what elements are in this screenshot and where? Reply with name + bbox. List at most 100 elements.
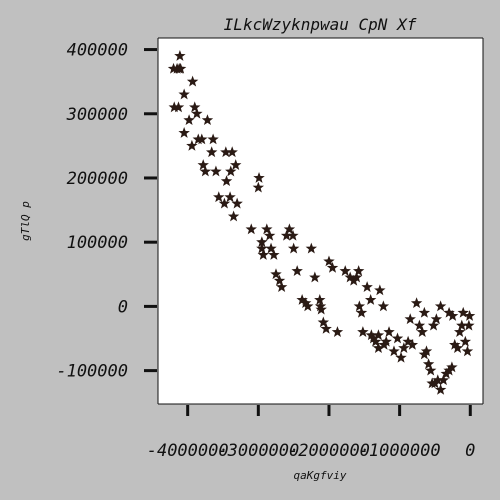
data-point-107 xyxy=(430,313,443,325)
data-point-76 xyxy=(391,332,404,344)
data-point-36 xyxy=(265,242,277,254)
data-point-11 xyxy=(183,114,195,126)
data-point-10 xyxy=(178,127,190,138)
data-point-84 xyxy=(416,326,428,337)
chart-title: ILkcWzyknpwau CpN Xf xyxy=(224,15,417,34)
y-tick-label-1: 300000 xyxy=(66,105,128,125)
data-point-28 xyxy=(224,191,236,203)
data-point-85 xyxy=(418,306,431,318)
data-point-98 xyxy=(451,342,464,353)
data-point-33 xyxy=(257,249,269,260)
data-point-67 xyxy=(367,332,380,344)
data-point-75 xyxy=(388,345,400,357)
y-axis-label: gTlQ p xyxy=(19,201,32,241)
data-point-55 xyxy=(326,261,339,273)
y-tick-label-3: 100000 xyxy=(67,233,128,253)
data-point-47 xyxy=(302,300,314,312)
data-point-45 xyxy=(296,293,308,305)
data-point-14 xyxy=(201,114,214,126)
data-point-50 xyxy=(314,293,326,305)
data-point-30 xyxy=(253,171,265,183)
x-tick-label-0: -4000000 xyxy=(147,441,229,461)
data-point-113 xyxy=(344,271,356,283)
data-point-44 xyxy=(291,265,303,276)
x-tick-label-2: -2000000 xyxy=(288,441,370,461)
data-point-23 xyxy=(226,146,238,158)
data-point-69 xyxy=(372,329,385,341)
data-point-116 xyxy=(256,236,268,248)
data-point-12 xyxy=(186,139,198,151)
data-point-29 xyxy=(245,223,257,235)
data-point-19 xyxy=(210,165,222,177)
data-point-59 xyxy=(350,271,363,283)
y-axis-ticks: 400000 300000 200000 100000 0 -100000 xyxy=(56,41,157,382)
data-point-21 xyxy=(218,197,231,209)
data-point-97 xyxy=(449,338,461,350)
data-point-99 xyxy=(453,326,466,337)
data-point-78 xyxy=(398,342,410,353)
data-point-70 xyxy=(374,284,386,296)
data-point-42 xyxy=(287,229,299,241)
data-point-101 xyxy=(457,306,469,318)
data-point-68 xyxy=(369,335,382,347)
data-point-86 xyxy=(420,345,433,357)
y-tick-label-0: 400000 xyxy=(67,41,128,61)
data-point-112 xyxy=(372,342,385,353)
data-point-111 xyxy=(418,348,431,360)
data-point-8 xyxy=(189,101,201,113)
data-point-6 xyxy=(178,88,190,100)
data-point-49 xyxy=(309,271,321,283)
y-tick-label-5: -100000 xyxy=(56,362,128,382)
data-point-79 xyxy=(402,335,414,347)
data-point-119 xyxy=(174,62,187,74)
data-point-92 xyxy=(434,383,447,395)
data-point-108 xyxy=(427,319,440,331)
data-point-22 xyxy=(220,146,232,158)
data-point-56 xyxy=(331,326,344,337)
data-point-62 xyxy=(355,306,368,318)
data-point-17 xyxy=(197,159,209,170)
data-point-103 xyxy=(461,345,474,357)
data-point-5 xyxy=(172,101,185,113)
data-point-15 xyxy=(207,133,219,145)
data-point-88 xyxy=(425,364,437,376)
x-tick-label-1: -3000000 xyxy=(217,441,299,461)
data-point-65 xyxy=(364,293,377,305)
data-point-32 xyxy=(256,242,268,254)
data-point-110 xyxy=(446,310,459,321)
data-point-100 xyxy=(456,319,468,331)
data-point-106 xyxy=(434,300,447,312)
data-point-115 xyxy=(270,268,282,280)
data-point-74 xyxy=(383,326,395,337)
data-point-118 xyxy=(196,133,208,145)
data-point-102 xyxy=(459,335,472,347)
data-point-87 xyxy=(422,358,435,370)
x-tick-label-3: -1000000 xyxy=(359,441,441,461)
data-point-9 xyxy=(191,107,203,119)
data-point-7 xyxy=(186,75,199,87)
data-point-38 xyxy=(273,274,286,286)
data-point-104 xyxy=(463,319,475,331)
x-tick-label-4: 0 xyxy=(465,441,475,461)
data-point-48 xyxy=(305,242,318,254)
data-point-54 xyxy=(323,255,335,267)
data-point-41 xyxy=(283,223,296,235)
data-point-83 xyxy=(413,319,426,331)
data-point-64 xyxy=(361,281,373,292)
data-point-63 xyxy=(357,326,369,337)
data-point-35 xyxy=(263,229,276,241)
data-point-53 xyxy=(320,322,332,334)
data-point-91 xyxy=(432,374,444,386)
data-point-93 xyxy=(437,374,450,386)
data-point-16 xyxy=(205,146,218,158)
data-points xyxy=(167,49,476,395)
data-point-4 xyxy=(168,101,180,113)
data-point-61 xyxy=(353,300,366,312)
data-point-43 xyxy=(287,242,300,254)
data-point-117 xyxy=(220,175,233,187)
data-point-109 xyxy=(443,306,455,318)
data-point-20 xyxy=(213,191,225,203)
data-point-71 xyxy=(377,300,390,312)
data-point-81 xyxy=(406,338,419,350)
